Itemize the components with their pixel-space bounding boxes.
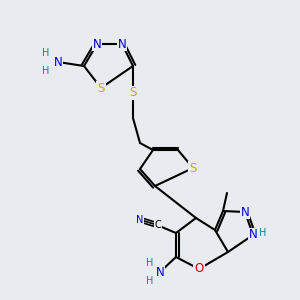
Text: S: S — [129, 86, 137, 100]
Text: H: H — [146, 276, 154, 286]
Text: O: O — [194, 262, 204, 275]
Text: N: N — [136, 215, 144, 225]
Text: N: N — [156, 266, 164, 278]
Text: N: N — [118, 38, 126, 50]
Text: H: H — [42, 48, 50, 58]
Text: N: N — [93, 38, 101, 50]
Text: S: S — [189, 161, 197, 175]
Text: C: C — [154, 220, 161, 230]
Text: S: S — [97, 82, 105, 94]
Text: H: H — [42, 66, 50, 76]
Text: N: N — [241, 206, 249, 218]
Text: N: N — [249, 229, 257, 242]
Text: H: H — [146, 258, 154, 268]
Text: H: H — [259, 228, 267, 238]
Text: N: N — [54, 56, 62, 68]
